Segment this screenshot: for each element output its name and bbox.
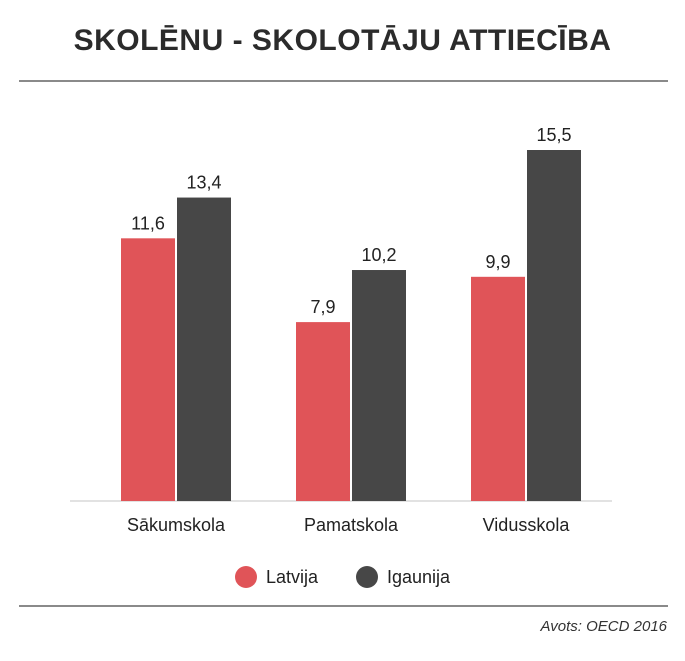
category-label-3: Vidusskola bbox=[483, 515, 571, 535]
bar-latvija-3 bbox=[471, 276, 525, 501]
legend-swatch-latvija bbox=[234, 566, 257, 588]
data-label-latvija-1: 11,6 bbox=[131, 213, 165, 233]
bar-latvija-2 bbox=[296, 322, 350, 501]
chart-title: SKOLĒNU - SKOLOTĀJU ATTIECĪBA bbox=[73, 24, 612, 57]
data-label-igaunija-2: 10,2 bbox=[361, 245, 396, 265]
bar-igaunija-3 bbox=[527, 150, 581, 501]
data-label-igaunija-3: 15,5 bbox=[536, 125, 571, 145]
bar-igaunija-1 bbox=[177, 197, 231, 501]
legend-item-igaunija: Igaunija bbox=[355, 566, 451, 588]
legend-label-latvija: Latvija bbox=[265, 566, 318, 587]
legend: Latvija Igaunija bbox=[0, 566, 685, 588]
category-label-1: Sākumskola bbox=[127, 515, 226, 535]
bar-igaunija-2 bbox=[352, 270, 406, 501]
category-label-2: Pamatskola bbox=[304, 515, 399, 535]
source-note: Avots: OECD 2016 bbox=[540, 618, 667, 635]
data-label-igaunija-1: 13,4 bbox=[186, 173, 221, 193]
data-label-latvija-3: 9,9 bbox=[485, 252, 510, 272]
bar-latvija-1 bbox=[121, 238, 175, 501]
data-label-latvija-2: 7,9 bbox=[310, 297, 335, 317]
title-divider bbox=[19, 80, 668, 82]
legend-item-latvija: Latvija bbox=[234, 566, 318, 588]
legend-label-igaunija: Igaunija bbox=[386, 566, 451, 587]
bar-chart: 11,6 13,4 Sākumskola 7,9 10,2 Pamatskola 9,9 15… bbox=[70, 125, 612, 535]
legend-swatch-igaunija bbox=[355, 566, 378, 588]
footer-divider bbox=[19, 605, 668, 607]
